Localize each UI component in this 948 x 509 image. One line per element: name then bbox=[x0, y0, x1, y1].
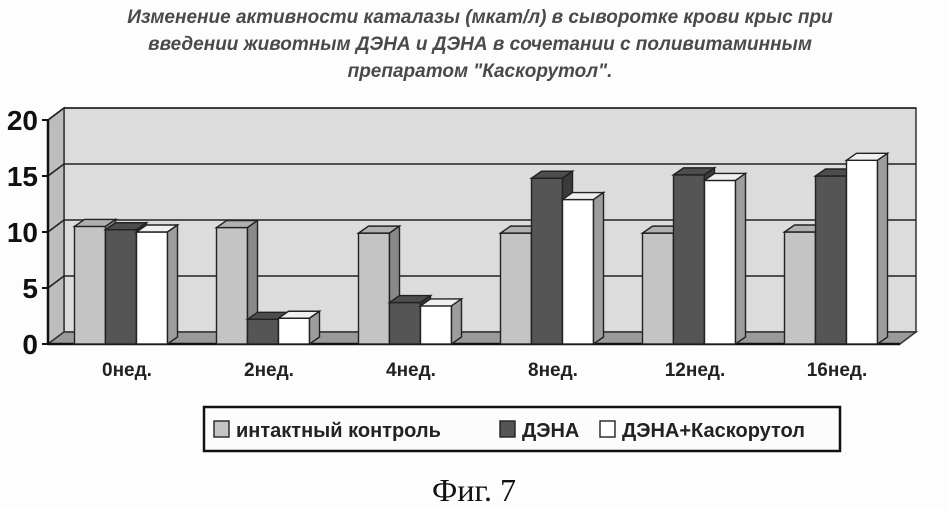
legend-swatch bbox=[214, 421, 229, 437]
bar bbox=[643, 233, 674, 344]
bar bbox=[847, 160, 878, 344]
bar bbox=[705, 180, 736, 344]
bar bbox=[106, 230, 137, 344]
legend-swatch bbox=[600, 421, 615, 437]
bar bbox=[816, 176, 847, 344]
bar-side bbox=[168, 225, 178, 344]
bar bbox=[563, 200, 594, 344]
bar bbox=[279, 318, 310, 344]
y-axis-ticks: 0 5 10 15 20 bbox=[7, 105, 38, 360]
x-tick-label: 2нед. bbox=[244, 360, 294, 381]
bar bbox=[75, 226, 106, 344]
y-tick-label: 0 bbox=[22, 329, 38, 360]
legend-label: ДЭНА bbox=[522, 420, 579, 442]
x-tick-label: 4нед. bbox=[386, 360, 436, 381]
x-tick-label: 0нед. bbox=[102, 360, 152, 381]
bar bbox=[532, 178, 563, 344]
bar bbox=[217, 228, 248, 344]
y-tick-label: 15 bbox=[7, 161, 38, 192]
x-axis-ticks: 0нед. 2нед. 4нед. 8нед. 12нед. 16нед. bbox=[102, 360, 867, 381]
x-tick-label: 12нед. bbox=[665, 360, 726, 381]
bar-side bbox=[878, 153, 888, 344]
bar-side bbox=[736, 173, 746, 344]
bar bbox=[137, 232, 168, 344]
bar bbox=[390, 303, 421, 344]
bar bbox=[501, 233, 532, 344]
x-tick-label: 16нед. bbox=[807, 360, 868, 381]
legend-label: интактный контроль bbox=[236, 420, 441, 442]
bar bbox=[421, 306, 452, 344]
chart-legend: интактный контроль ДЭНА ДЭНА+Каскорутол bbox=[204, 407, 840, 451]
figure-caption: Фиг. 7 bbox=[0, 472, 948, 509]
bar-side bbox=[452, 299, 462, 344]
bar-chart: 0 5 10 15 20 0нед. 2нед. 4нед. 8нед. 12нед. 16нед… bbox=[0, 0, 948, 470]
y-tick-label: 20 bbox=[7, 105, 38, 136]
bar bbox=[785, 232, 816, 344]
y-tick-label: 5 bbox=[22, 273, 38, 304]
legend-label: ДЭНА+Каскорутол bbox=[622, 420, 805, 442]
bar bbox=[359, 233, 390, 344]
y-tick-label: 10 bbox=[7, 217, 38, 248]
bar-side bbox=[594, 193, 604, 344]
legend-swatch bbox=[500, 421, 515, 437]
bar bbox=[674, 175, 705, 344]
bar bbox=[248, 319, 279, 344]
x-tick-label: 8нед. bbox=[528, 360, 578, 381]
